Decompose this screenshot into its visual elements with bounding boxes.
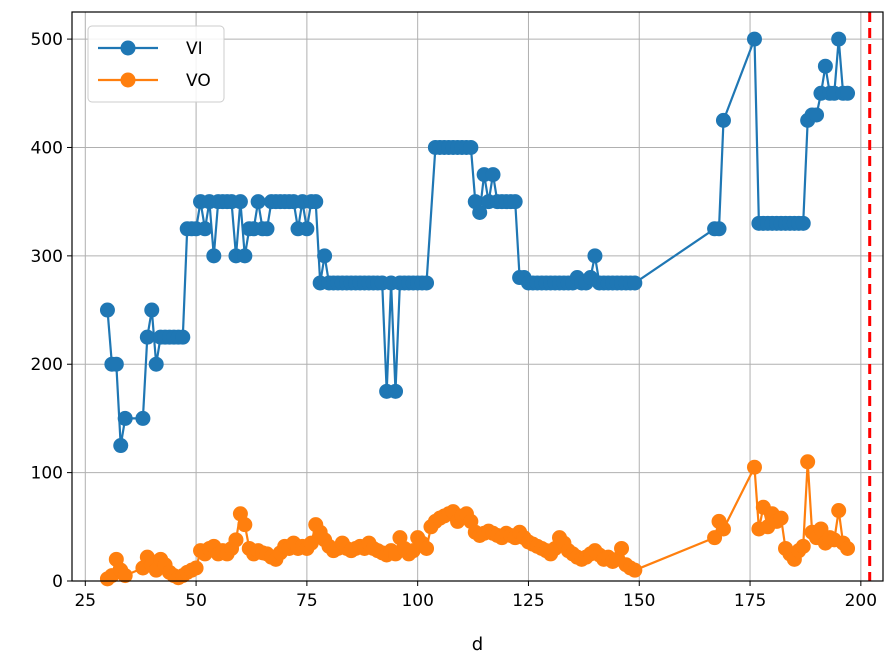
legend[interactable]: VI VO — [87, 25, 225, 103]
series-layer — [99, 31, 856, 587]
data-point — [299, 221, 315, 237]
x-tick-label: 150 — [623, 591, 655, 611]
data-point — [206, 248, 222, 264]
data-point — [259, 221, 275, 237]
series-vi — [99, 31, 856, 454]
y-tick-label: 400 — [31, 138, 63, 158]
y-tick-label: 500 — [31, 30, 63, 50]
data-point — [715, 521, 731, 537]
x-axis: 25 50 75 100 125 150 175 200 — [74, 581, 877, 611]
data-point — [148, 356, 164, 372]
data-point — [773, 510, 789, 526]
data-point — [237, 517, 253, 533]
data-point — [232, 194, 248, 210]
legend-marker — [120, 40, 136, 56]
data-point — [746, 31, 762, 47]
data-point — [809, 107, 825, 123]
data-point — [139, 329, 155, 345]
data-point — [507, 194, 523, 210]
data-point — [840, 540, 856, 556]
data-point — [614, 540, 630, 556]
y-tick-label: 200 — [31, 355, 63, 375]
data-point — [144, 302, 160, 318]
data-point — [840, 85, 856, 101]
y-tick-label: 300 — [31, 247, 63, 267]
legend-item-vi: VI — [98, 39, 203, 59]
x-tick-label: 175 — [734, 591, 766, 611]
y-axis: 0 100 200 300 400 500 — [31, 30, 72, 592]
data-point — [587, 248, 603, 264]
data-point — [99, 302, 115, 318]
legend-label: VO — [186, 71, 211, 91]
x-axis-label: d — [472, 634, 483, 655]
data-point — [175, 329, 191, 345]
data-point — [463, 139, 479, 155]
data-point — [831, 31, 847, 47]
data-point — [419, 540, 435, 556]
data-point — [303, 535, 319, 551]
x-tick-label: 50 — [185, 591, 207, 611]
data-point — [237, 248, 253, 264]
data-point — [800, 454, 816, 470]
plot-frame — [71, 11, 884, 582]
data-point — [715, 112, 731, 128]
legend-marker — [120, 72, 136, 88]
data-point — [711, 221, 727, 237]
data-point — [627, 562, 643, 578]
data-point — [317, 248, 333, 264]
y-tick-label: 100 — [31, 464, 63, 484]
data-point — [627, 275, 643, 291]
legend-label: VI — [186, 39, 203, 59]
legend-item-vo: VO — [98, 71, 211, 91]
x-tick-label: 25 — [74, 591, 96, 611]
data-point — [188, 560, 204, 576]
data-point — [831, 503, 847, 519]
x-tick-label: 100 — [401, 591, 433, 611]
data-point — [308, 194, 324, 210]
x-tick-label: 125 — [512, 591, 544, 611]
data-point — [117, 568, 133, 584]
data-point — [795, 215, 811, 231]
data-point — [472, 205, 488, 221]
data-point — [135, 410, 151, 426]
data-point — [228, 532, 244, 548]
data-point — [485, 167, 501, 183]
x-tick-label: 75 — [296, 591, 318, 611]
data-point — [795, 538, 811, 554]
y-tick-label: 0 — [52, 572, 63, 592]
data-point — [117, 410, 133, 426]
data-point — [419, 275, 435, 291]
data-point — [113, 438, 129, 454]
data-point — [108, 356, 124, 372]
series-vo — [99, 454, 856, 587]
data-point — [197, 221, 213, 237]
data-point — [746, 459, 762, 475]
data-point — [817, 58, 833, 74]
data-point — [388, 383, 404, 399]
x-tick-label: 200 — [845, 591, 877, 611]
data-point — [250, 194, 266, 210]
